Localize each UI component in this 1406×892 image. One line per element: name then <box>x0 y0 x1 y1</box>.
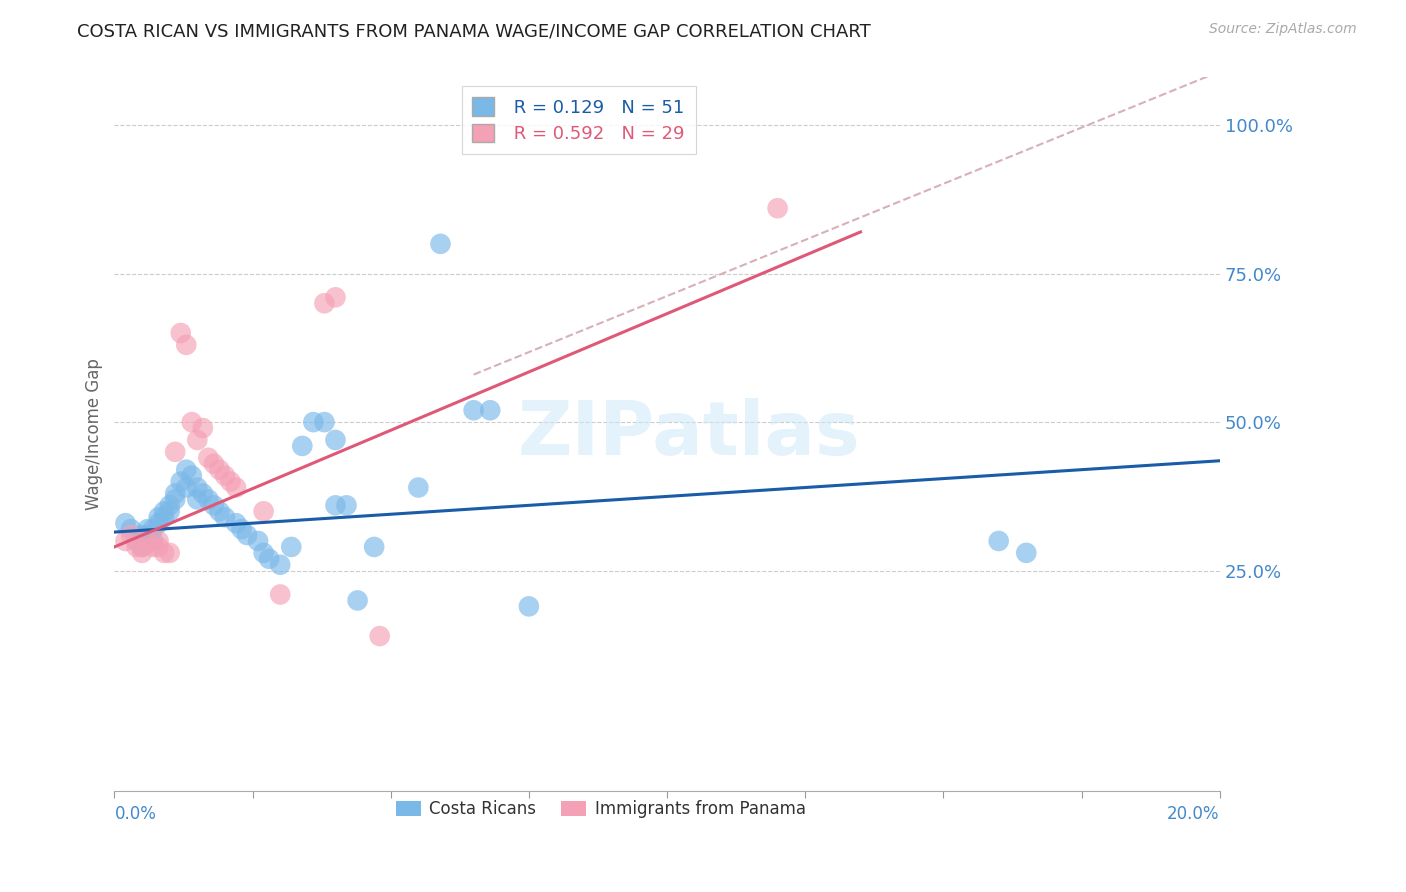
Point <box>202 457 225 471</box>
Point <box>191 486 214 500</box>
Point <box>159 504 181 518</box>
Point <box>180 415 202 429</box>
Point <box>214 510 236 524</box>
Text: Source: ZipAtlas.com: Source: ZipAtlas.com <box>1209 22 1357 37</box>
Point <box>325 290 347 304</box>
Point <box>314 296 336 310</box>
Text: 0.0%: 0.0% <box>114 805 156 823</box>
Legend: Costa Ricans, Immigrants from Panama: Costa Ricans, Immigrants from Panama <box>389 794 813 825</box>
Point <box>170 475 193 489</box>
Point <box>131 546 153 560</box>
Y-axis label: Wage/Income Gap: Wage/Income Gap <box>86 358 103 510</box>
Point <box>269 587 291 601</box>
Point <box>174 463 197 477</box>
Point <box>408 481 430 495</box>
Point <box>214 468 236 483</box>
Point <box>253 546 276 560</box>
Point <box>314 415 336 429</box>
Point <box>429 236 451 251</box>
Point <box>174 338 197 352</box>
Point <box>136 522 159 536</box>
Point <box>280 540 302 554</box>
Text: 20.0%: 20.0% <box>1167 805 1220 823</box>
Point <box>257 551 280 566</box>
Point <box>114 516 136 531</box>
Point <box>368 629 391 643</box>
Point <box>186 481 208 495</box>
Point <box>125 540 148 554</box>
Point <box>114 533 136 548</box>
Point <box>225 481 247 495</box>
Point <box>186 492 208 507</box>
Point <box>363 540 385 554</box>
Text: COSTA RICAN VS IMMIGRANTS FROM PANAMA WAGE/INCOME GAP CORRELATION CHART: COSTA RICAN VS IMMIGRANTS FROM PANAMA WA… <box>77 22 872 40</box>
Point <box>165 486 187 500</box>
Point <box>186 433 208 447</box>
Point <box>131 528 153 542</box>
Point <box>191 421 214 435</box>
Point <box>219 475 242 489</box>
Point <box>125 533 148 548</box>
Point <box>159 499 181 513</box>
Point <box>170 326 193 340</box>
Point <box>325 433 347 447</box>
Point <box>225 516 247 531</box>
Point <box>148 540 170 554</box>
Point <box>142 533 165 548</box>
Point <box>346 593 368 607</box>
Point <box>479 403 502 417</box>
Point <box>1015 546 1038 560</box>
Point <box>165 445 187 459</box>
Point <box>153 510 176 524</box>
Point <box>165 492 187 507</box>
Point <box>463 403 485 417</box>
Point <box>148 510 170 524</box>
Text: ZIPatlas: ZIPatlas <box>517 398 860 470</box>
Point <box>136 533 159 548</box>
Point <box>208 463 231 477</box>
Point <box>208 504 231 518</box>
Point <box>335 499 357 513</box>
Point <box>142 540 165 554</box>
Point <box>197 450 219 465</box>
Point <box>302 415 325 429</box>
Point <box>766 201 789 215</box>
Point <box>236 528 259 542</box>
Point <box>148 533 170 548</box>
Point <box>325 499 347 513</box>
Point <box>159 546 181 560</box>
Point <box>120 528 142 542</box>
Point <box>148 516 170 531</box>
Point <box>174 481 197 495</box>
Point <box>197 492 219 507</box>
Point <box>153 546 176 560</box>
Point <box>987 533 1010 548</box>
Point <box>517 599 540 614</box>
Point <box>269 558 291 572</box>
Point <box>142 522 165 536</box>
Point <box>131 540 153 554</box>
Point <box>120 522 142 536</box>
Point <box>153 504 176 518</box>
Point <box>253 504 276 518</box>
Point <box>202 499 225 513</box>
Point <box>136 528 159 542</box>
Point <box>131 540 153 554</box>
Point <box>291 439 314 453</box>
Point <box>247 533 270 548</box>
Point <box>231 522 253 536</box>
Point <box>180 468 202 483</box>
